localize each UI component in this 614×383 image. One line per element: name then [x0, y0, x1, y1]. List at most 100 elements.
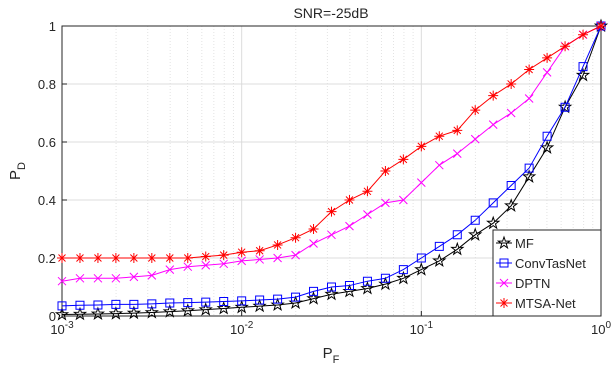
- point-marker: [542, 68, 552, 77]
- point-marker: [381, 198, 390, 208]
- point-marker: [434, 131, 445, 142]
- point-marker: [470, 134, 480, 144]
- point-marker: [432, 253, 447, 268]
- point-marker: [183, 298, 193, 308]
- point-marker: [72, 306, 88, 321]
- x-label-sub: F: [333, 354, 340, 366]
- point-marker: [291, 292, 301, 302]
- x-tick-exponent: -3: [65, 320, 74, 331]
- plot-frame: [61, 25, 602, 317]
- point-marker: [488, 120, 498, 129]
- point-marker: [57, 276, 67, 286]
- point-marker: [414, 262, 429, 276]
- point-marker: [126, 305, 142, 320]
- point-marker: [219, 259, 229, 269]
- y-tick-label: 1: [49, 19, 56, 34]
- point-marker: [486, 215, 501, 230]
- point-marker: [110, 253, 121, 263]
- point-marker: [183, 262, 193, 272]
- point-marker: [180, 303, 195, 317]
- x-tick-label: 100: [591, 320, 611, 337]
- point-marker: [290, 232, 301, 243]
- point-marker: [147, 299, 157, 309]
- point-marker: [326, 206, 337, 217]
- point-marker: [468, 227, 483, 241]
- point-marker: [74, 253, 85, 263]
- point-marker: [93, 273, 103, 283]
- legend-label: DPTN: [515, 276, 550, 291]
- point-marker: [324, 286, 339, 301]
- point-marker: [237, 296, 247, 306]
- point-marker: [434, 160, 444, 170]
- point-marker: [147, 271, 157, 280]
- point-marker: [57, 253, 67, 263]
- point-marker: [380, 166, 391, 176]
- point-marker: [236, 247, 247, 258]
- point-marker: [254, 245, 265, 256]
- point-marker: [165, 265, 175, 274]
- y-tick-label: 0.2: [38, 251, 56, 266]
- point-marker: [416, 253, 426, 263]
- point-marker: [416, 141, 427, 152]
- series-line: [61, 25, 602, 307]
- point-marker: [398, 154, 409, 165]
- point-marker: [452, 125, 463, 136]
- point-marker: [144, 304, 159, 319]
- point-marker: [575, 67, 591, 82]
- series-line: [61, 25, 602, 316]
- point-marker: [450, 241, 465, 256]
- chart-title: SNR=-25dB: [293, 5, 368, 21]
- y-axis-label: PD: [7, 162, 28, 180]
- point-marker: [128, 253, 139, 263]
- point-marker: [111, 299, 121, 309]
- x-tick-exponent: -1: [424, 320, 433, 331]
- legend-marker: [499, 258, 509, 268]
- legend-marker: [499, 298, 509, 308]
- point-marker: [524, 163, 534, 173]
- x-axis-label: PF: [323, 345, 340, 366]
- point-marker: [524, 94, 534, 103]
- y-label-sub: D: [16, 162, 28, 170]
- point-marker: [291, 250, 300, 260]
- point-marker: [521, 169, 537, 183]
- point-marker: [198, 302, 213, 316]
- point-marker: [75, 273, 85, 283]
- point-marker: [360, 280, 375, 295]
- x-tick-label: 10-3: [50, 320, 74, 337]
- x-tick-label: 10-2: [230, 320, 254, 337]
- legend-box: [492, 229, 602, 317]
- point-marker: [309, 239, 318, 248]
- point-marker: [129, 272, 139, 282]
- point-marker: [54, 307, 70, 321]
- point-marker: [90, 306, 106, 321]
- point-marker: [506, 108, 516, 118]
- point-marker: [434, 241, 444, 251]
- x-label-text: P: [323, 345, 333, 362]
- point-marker: [470, 105, 481, 116]
- x-tick-base: 10: [230, 322, 244, 337]
- point-marker: [470, 215, 480, 225]
- point-marker: [524, 64, 535, 75]
- point-marker: [57, 301, 67, 311]
- point-marker: [146, 253, 157, 263]
- legend-marker: [496, 235, 512, 250]
- point-marker: [164, 253, 175, 263]
- point-marker: [108, 306, 124, 320]
- point-marker: [216, 300, 231, 315]
- point-marker: [363, 210, 372, 219]
- y-tick-label: 0.4: [38, 193, 56, 208]
- x-tick-label: 10-1: [410, 320, 434, 337]
- y-tick-label: 0.6: [38, 135, 56, 150]
- point-marker: [504, 198, 519, 212]
- point-marker: [306, 291, 321, 305]
- point-marker: [255, 295, 265, 305]
- point-marker: [162, 304, 177, 318]
- point-marker: [273, 294, 283, 304]
- point-marker: [539, 140, 555, 154]
- point-marker: [344, 281, 354, 291]
- point-marker: [326, 282, 336, 292]
- y-tick-label: 0: [49, 309, 56, 324]
- point-marker: [416, 178, 426, 187]
- point-marker: [578, 62, 588, 72]
